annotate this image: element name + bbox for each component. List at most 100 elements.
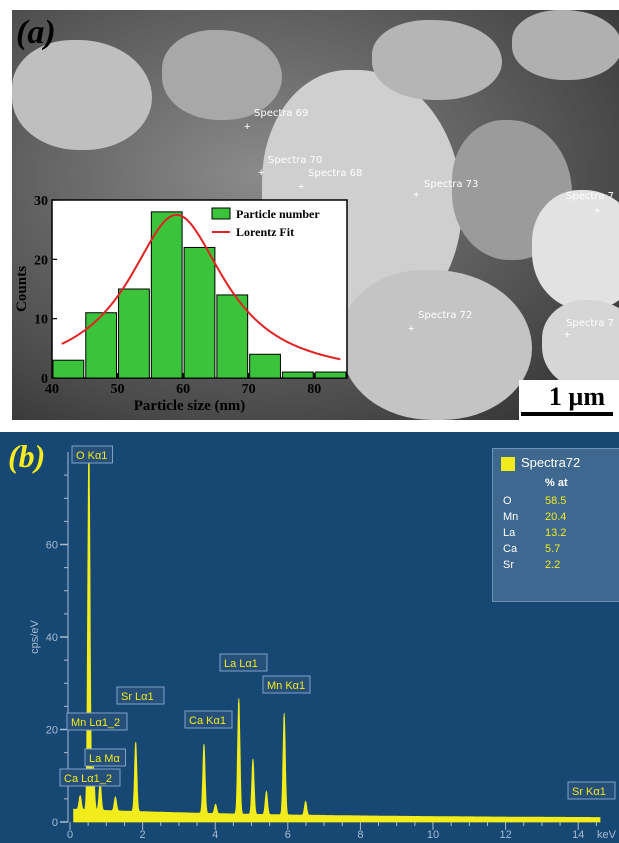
- peak-label: O Kα1: [71, 445, 113, 464]
- y-axis-label: cps/eV: [29, 620, 41, 654]
- peak-label-text: La Lα1: [224, 658, 258, 670]
- peak-label-box: [71, 445, 113, 464]
- peak-label-text: Sr Kα1: [572, 786, 606, 798]
- histogram-bar: [314, 371, 347, 379]
- particle-blob: [372, 20, 502, 100]
- histogram-bar: [216, 294, 249, 379]
- eds-spectrum-chart: 0 20 40 60 cps/eV 0 2 4 6 8 10 12 14 keV O Kα1 Mn Lα1_2…: [29, 445, 617, 841]
- y-tick-label: 0: [41, 372, 48, 387]
- particle-blob: [162, 30, 282, 120]
- x-tick-label: 10: [427, 829, 439, 841]
- particle-blob: [542, 300, 619, 390]
- y-tick-label: 0: [52, 817, 58, 829]
- peak-label: Sr Kα1: [567, 781, 616, 800]
- peak-label: Sr Lα1: [116, 686, 165, 705]
- histogram-bar: [281, 371, 314, 379]
- legend-value: 58.5: [545, 495, 567, 507]
- peak-label: Ca Lα1_2: [59, 768, 121, 787]
- spectra-label: Spectra 72: [418, 310, 473, 321]
- spectra-marker: +: [594, 205, 601, 217]
- spectra-label: Spectra 7: [566, 191, 615, 202]
- spectra-label: Spectra 69: [254, 108, 309, 119]
- peak-label: Ca Kα1: [184, 710, 233, 729]
- y-tick-label: 10: [34, 313, 48, 328]
- legend-value: 13.2: [545, 527, 567, 539]
- legend-element: Mn: [503, 511, 519, 523]
- legend-element: Ca: [503, 543, 518, 555]
- peak-label-box: [262, 675, 311, 694]
- x-tick-label: 8: [357, 829, 363, 841]
- peak-label-text: Sr Lα1: [121, 691, 154, 703]
- panel-label: (a): [16, 14, 56, 51]
- particle-size-histogram: 40 50 60 70 80 0 10 20 30 Particle size (nm) Count…: [14, 194, 348, 414]
- particle-blob: [342, 270, 532, 420]
- histogram-bar: [183, 246, 216, 379]
- peak-label-box: [567, 781, 616, 800]
- legend-value: 2.2: [545, 559, 561, 571]
- panel-label: (b): [8, 438, 46, 474]
- spectrum-line: [73, 451, 601, 823]
- peak-label-box: [59, 768, 121, 787]
- peak-label-box: [84, 748, 126, 767]
- histogram-bar: [85, 312, 118, 379]
- peak-label-text: Mn Lα1_2: [71, 717, 120, 729]
- x-tick-label: 2: [140, 829, 146, 841]
- composition-legend: Spectra72 % at O 58.5 Mn 20.4 La 13.2 Ca…: [492, 448, 619, 602]
- x-tick-label: 12: [499, 829, 511, 841]
- peak-label: La Lα1: [219, 653, 268, 672]
- peak-label-box: [184, 710, 233, 729]
- y-tick-label: 20: [46, 725, 58, 737]
- peak-label-text: O Kα1: [76, 450, 107, 462]
- legend-swatch: [501, 457, 515, 471]
- scale-bar: [521, 412, 613, 416]
- peak-label-box: [66, 712, 128, 731]
- x-tick-label: 60: [176, 382, 190, 397]
- x-tick-label: 50: [111, 382, 125, 397]
- spectra-marker: +: [244, 121, 251, 133]
- particle-blob: [512, 10, 619, 80]
- peak-label-text: Ca Kα1: [189, 715, 226, 727]
- peak-label-box: [116, 686, 165, 705]
- particle-blob: [532, 190, 619, 310]
- particle-blob: [12, 40, 152, 150]
- legend-value: 5.7: [545, 543, 561, 555]
- peak-label: Mn Lα1_2: [66, 712, 128, 731]
- spectra-marker: +: [408, 323, 415, 335]
- x-tick-label: 80: [307, 382, 321, 397]
- legend-column-header: % at: [545, 477, 568, 489]
- y-tick-label: 40: [46, 632, 58, 644]
- spectra-label: Spectra 70: [268, 155, 323, 166]
- histogram-bar: [249, 353, 281, 379]
- legend-element: La: [503, 527, 516, 539]
- spectra-marker: +: [298, 181, 305, 193]
- histogram-bar: [150, 211, 183, 379]
- x-tick-label: 4: [212, 829, 218, 841]
- spectra-label: Spectra 7: [566, 318, 615, 329]
- legend-element: O: [503, 495, 512, 507]
- lorentz-fit-line: [61, 213, 341, 361]
- histogram-bar: [118, 288, 150, 379]
- peak-label-text: La Mα: [89, 753, 120, 765]
- legend-label: Particle number: [236, 207, 320, 221]
- peak-label-box: [219, 653, 268, 672]
- x-axis-label: keV: [597, 829, 617, 841]
- x-tick-label: 40: [45, 382, 59, 397]
- spectra-marker: +: [564, 329, 571, 341]
- y-tick-label: 60: [46, 540, 58, 552]
- spectra-marker: +: [258, 167, 265, 179]
- peak-label-text: Mn Kα1: [267, 680, 305, 692]
- legend-label: Lorentz Fit: [236, 225, 294, 239]
- x-tick-label: 14: [572, 829, 584, 841]
- x-tick-label: 6: [285, 829, 291, 841]
- spectra-label: Spectra 68: [308, 168, 363, 179]
- spectra-marker: +: [413, 189, 420, 201]
- spectra-label: Spectra 73: [424, 179, 479, 190]
- y-tick-label: 20: [34, 253, 48, 268]
- legend-element: Sr: [503, 559, 514, 571]
- histogram-bar: [52, 359, 85, 379]
- legend-swatch-bars: [211, 207, 231, 220]
- x-axis-label: Particle size (nm): [134, 398, 246, 414]
- scale-bar-label: 1 µm: [548, 382, 605, 411]
- peak-label: La Mα: [84, 748, 126, 767]
- x-tick-label: 0: [67, 829, 73, 841]
